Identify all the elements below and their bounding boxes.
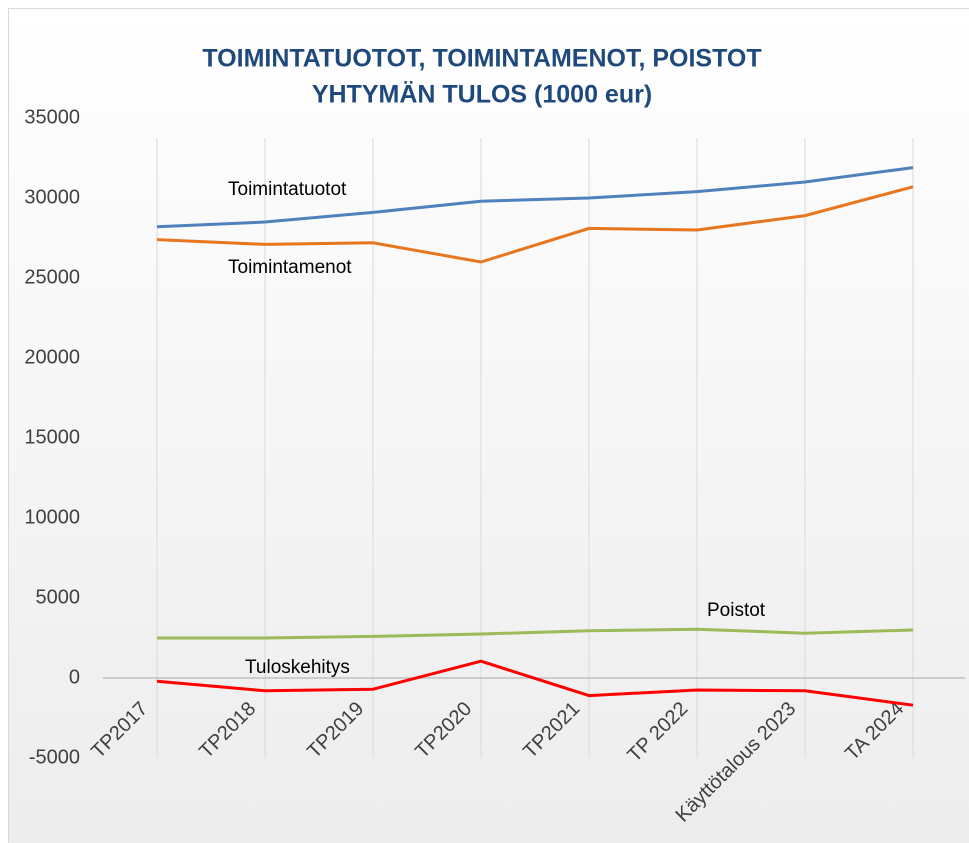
y-tick-label: 25000 bbox=[24, 266, 80, 288]
y-tick-label: 10000 bbox=[24, 506, 80, 528]
y-tick-label: 0 bbox=[69, 666, 80, 688]
y-tick-label: 15000 bbox=[24, 426, 80, 448]
series-label: Poistot bbox=[707, 600, 766, 621]
y-tick-label: 20000 bbox=[24, 346, 80, 368]
y-tick-label: 30000 bbox=[24, 186, 80, 208]
series-line bbox=[156, 185, 914, 264]
y-tick-label: 35000 bbox=[24, 106, 80, 128]
series-line bbox=[157, 627, 914, 640]
chart-title: TOIMINTATUOTOT, TOIMINTAMENOT, POISTOT bbox=[202, 45, 761, 73]
series-label: Tuloskehitys bbox=[245, 657, 350, 678]
chart-subtitle: YHTYMÄN TULOS (1000 eur) bbox=[312, 81, 652, 109]
y-tick-label: -5000 bbox=[29, 746, 80, 768]
series-line bbox=[156, 659, 914, 707]
series-label: Toimintatuotot bbox=[228, 179, 347, 200]
y-tick-label: 5000 bbox=[36, 586, 81, 608]
series-label: Toimintamenot bbox=[228, 257, 352, 278]
series-line bbox=[156, 166, 914, 229]
chart-background bbox=[8, 8, 969, 843]
